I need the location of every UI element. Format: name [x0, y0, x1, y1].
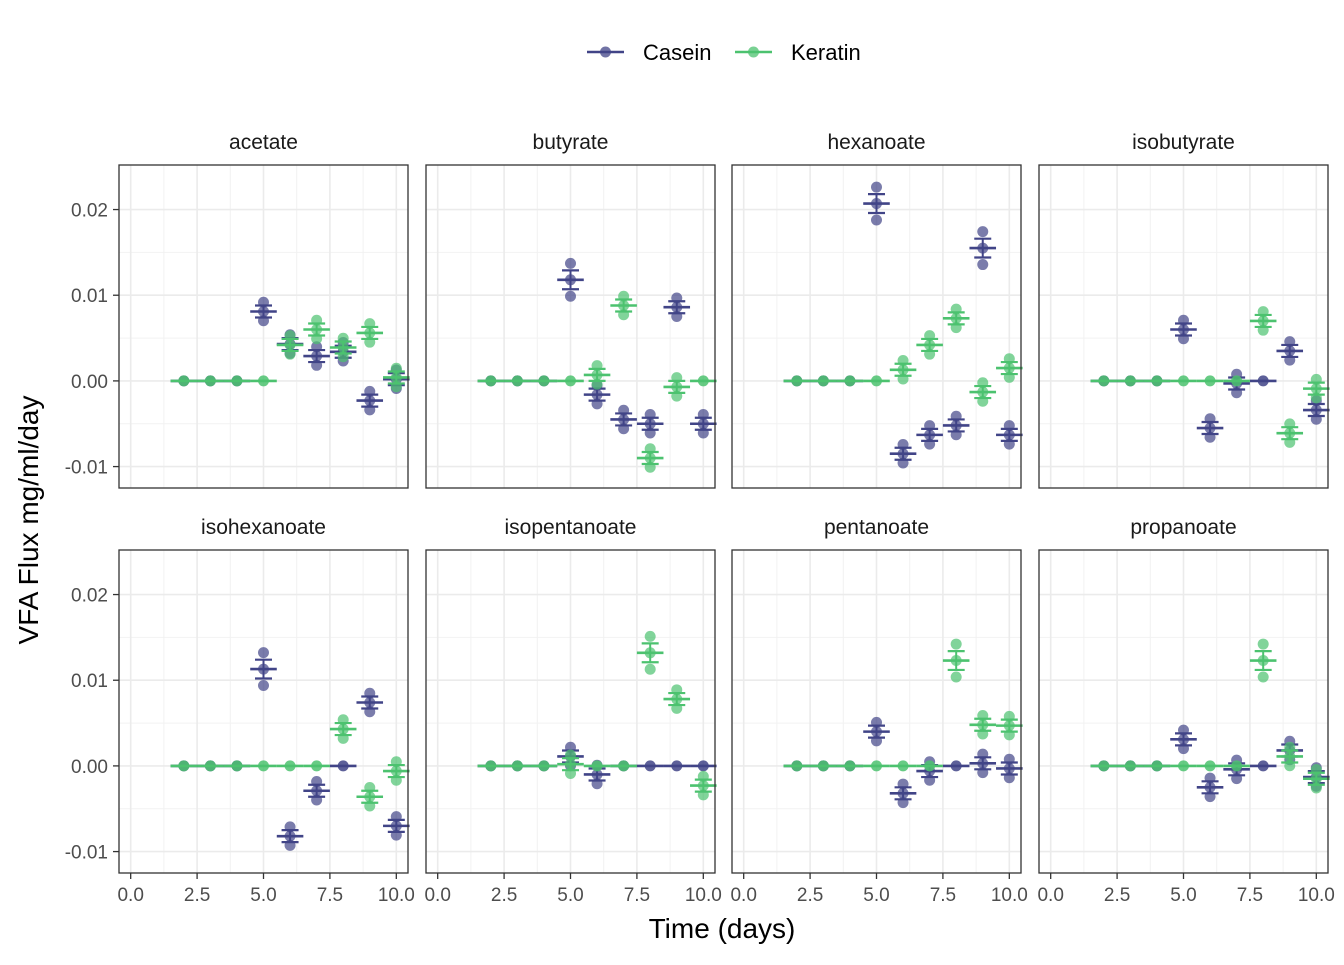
legend-label: Keratin	[791, 40, 861, 65]
x-tick-label: 7.5	[1237, 885, 1263, 906]
replicate-point	[977, 226, 989, 238]
replicate-point	[950, 638, 962, 650]
replicate-point	[644, 663, 656, 675]
y-tick-label: 0.00	[71, 757, 108, 778]
y-tick-label: 0.01	[71, 286, 108, 307]
y-tick-label: -0.01	[65, 458, 108, 479]
replicate-point	[950, 671, 962, 683]
panels: acetate -0.01 0.00 0.01 0.02 butyrate hexanoat…	[65, 131, 1335, 906]
x-tick-label: 5.0	[1170, 885, 1196, 906]
y-axis-title: VFA Flux mg/ml/day	[13, 396, 44, 645]
panel-title: isohexanoate	[201, 516, 326, 539]
panel-border	[1038, 164, 1329, 489]
x-tick-label: 10.0	[378, 885, 415, 906]
panel-border	[425, 164, 716, 489]
panel-title: acetate	[229, 131, 298, 154]
legend: Casein Keratin	[587, 40, 861, 65]
panel-hexanoate: hexanoate	[731, 131, 1023, 489]
y-tick-label: 0.02	[71, 586, 108, 607]
panel-title: butyrate	[533, 131, 609, 154]
panel-title: isobutyrate	[1132, 131, 1235, 154]
x-tick-label: 7.5	[624, 885, 650, 906]
replicate-point	[1257, 638, 1269, 650]
y-tick-label: 0.00	[71, 372, 108, 393]
panel-title: pentanoate	[824, 516, 929, 539]
panel-border	[731, 164, 1022, 489]
panel-isohexanoate: isohexanoate -0.01 0.00 0.01 0.02 0.0 2.5 5.0 7.…	[65, 516, 415, 906]
panel-isobutyrate: isobutyrate	[1038, 131, 1330, 489]
panel-acetate: acetate -0.01 0.00 0.01 0.02	[65, 131, 410, 489]
panel-butyrate: butyrate	[425, 131, 717, 489]
y-tick-label: 0.02	[71, 201, 108, 222]
y-tick-label: 0.01	[71, 671, 108, 692]
replicate-point	[871, 181, 882, 193]
legend-key-point	[600, 46, 611, 58]
x-tick-label: 5.0	[557, 885, 583, 906]
x-tick-label: 10.0	[991, 885, 1028, 906]
x-tick-label: 2.5	[184, 885, 210, 906]
x-tick-label: 10.0	[1298, 885, 1335, 906]
x-tick-label: 0.0	[424, 885, 450, 906]
x-tick-label: 0.0	[1037, 885, 1063, 906]
x-tick-label: 2.5	[797, 885, 823, 906]
replicate-point	[977, 259, 989, 271]
replicate-point	[871, 214, 882, 226]
panel-title: hexanoate	[827, 131, 925, 154]
panel-isopentanoate: isopentanoate 0.0 2.5 5.0 7.5 10.0	[424, 516, 721, 906]
panel-pentanoate: pentanoate 0.0 2.5 5.0 7.5 10.0	[730, 516, 1027, 906]
x-tick-label: 0.0	[117, 885, 143, 906]
legend-key-point	[748, 46, 759, 58]
panel-propanoate: propanoate 0.0 2.5 5.0 7.5 10.0	[1037, 516, 1334, 906]
x-tick-label: 5.0	[863, 885, 889, 906]
panel-title: propanoate	[1130, 516, 1236, 539]
panel-border	[118, 164, 409, 489]
x-tick-label: 2.5	[1104, 885, 1130, 906]
y-tick-label: -0.01	[65, 843, 108, 864]
x-axis-title: Time (days)	[649, 913, 796, 944]
x-tick-label: 7.5	[317, 885, 343, 906]
x-tick-label: 10.0	[685, 885, 722, 906]
legend-label: Casein	[643, 40, 711, 65]
replicate-point	[644, 630, 656, 642]
x-tick-label: 5.0	[250, 885, 276, 906]
replicate-point	[1257, 671, 1269, 683]
x-tick-label: 2.5	[491, 885, 517, 906]
replicate-point	[565, 257, 576, 269]
panel-title: isopentanoate	[505, 516, 637, 539]
replicate-point	[258, 647, 269, 659]
x-tick-label: 0.0	[730, 885, 756, 906]
replicate-point	[258, 680, 269, 692]
replicate-point	[565, 290, 576, 302]
x-tick-label: 7.5	[930, 885, 956, 906]
